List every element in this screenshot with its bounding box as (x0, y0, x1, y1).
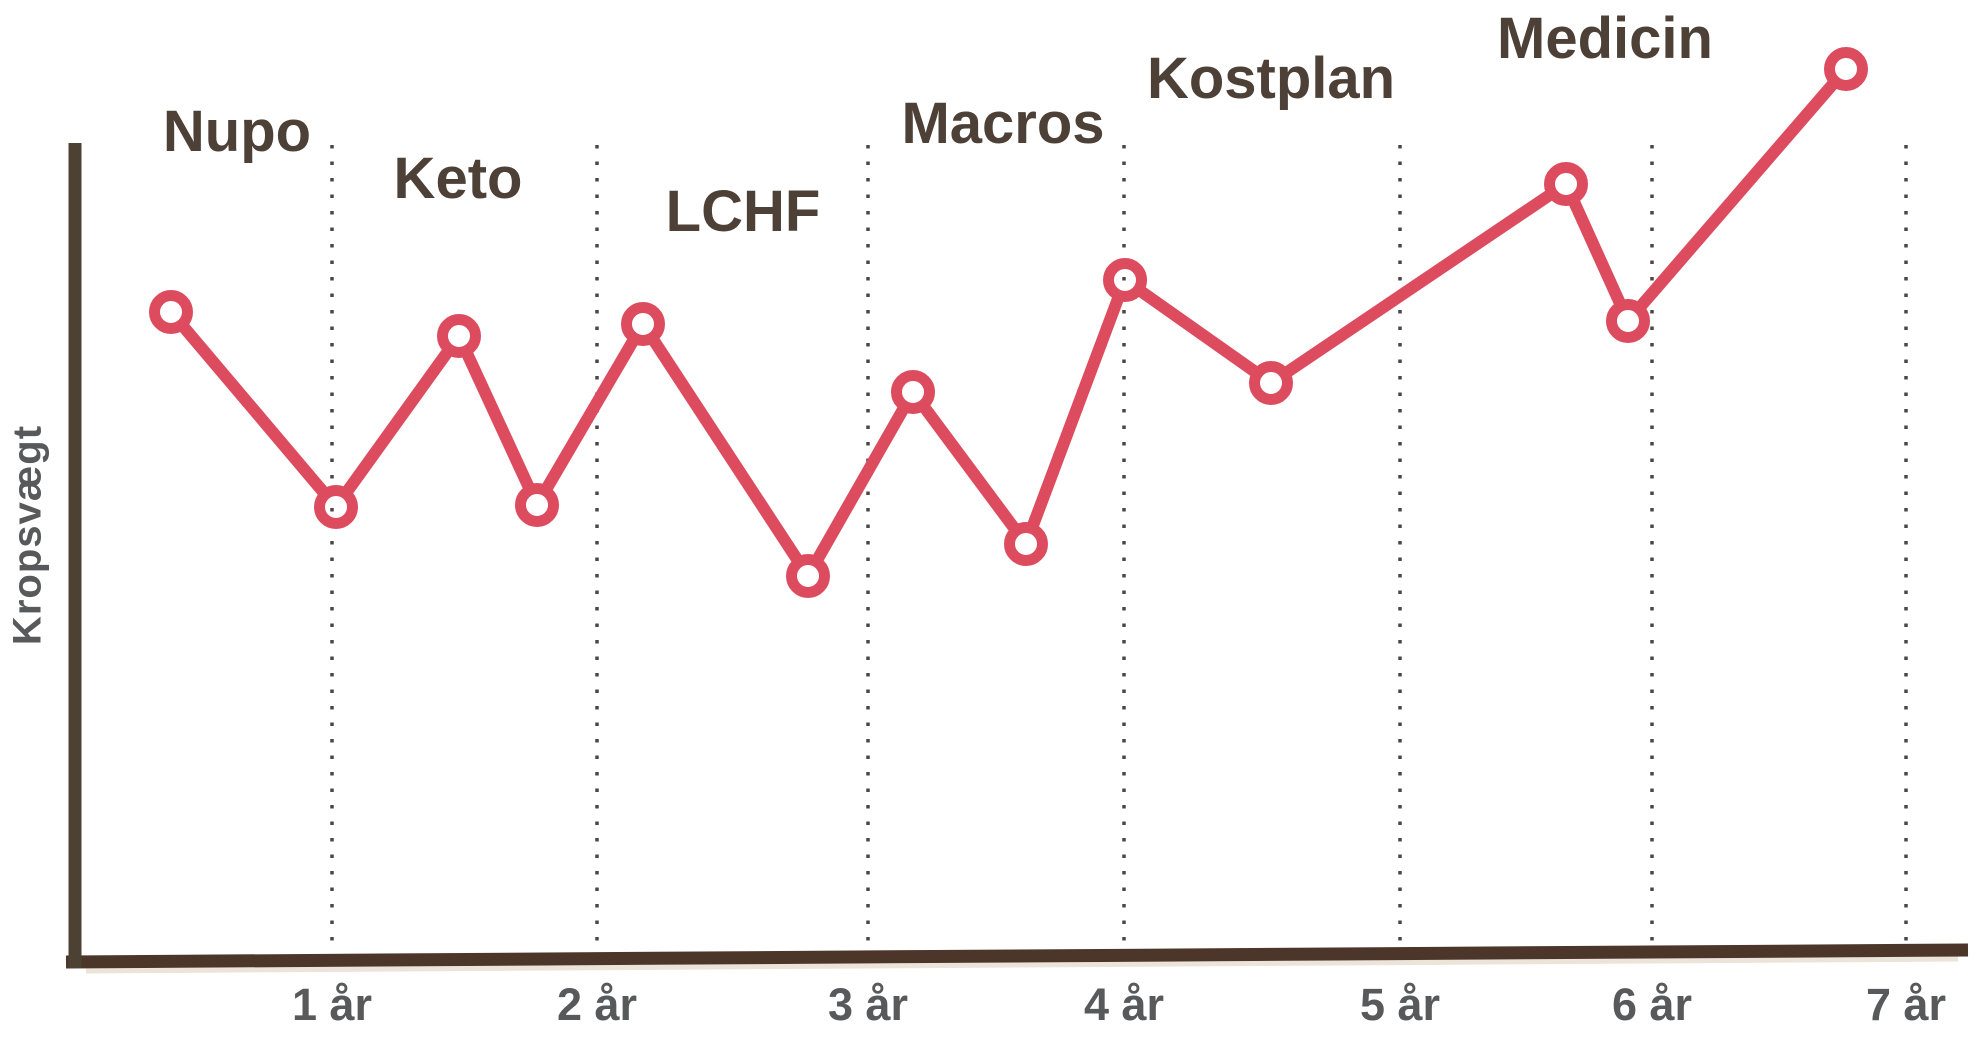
data-point-marker-10 (1249, 361, 1293, 405)
x-tick-4-ar: 4 år (1083, 979, 1165, 1030)
x-tick-1-ar: 1 år (291, 979, 373, 1030)
weight-line-segment-12 (1632, 75, 1842, 315)
x-tick-7-ar: 7 år (1865, 979, 1947, 1030)
phase-label-lchf: LCHF (665, 179, 821, 244)
phase-label-kostplan: Kostplan (1146, 46, 1396, 111)
data-point-marker-1 (149, 290, 193, 334)
data-point-marker-12 (1606, 299, 1650, 343)
y-axis-title: Kropsvægt (5, 424, 50, 646)
weight-line-segment-9 (1132, 283, 1264, 380)
weight-line-segment-10 (1279, 186, 1558, 381)
x-tick-5-ar: 5 år (1359, 979, 1441, 1030)
phase-label-keto: Keto (393, 146, 523, 211)
weight-line-segment-4 (538, 333, 642, 496)
phase-label-nupo: Nupo (162, 99, 312, 164)
weight-line-segment-3 (459, 346, 537, 495)
weight-line-segment-1 (175, 318, 332, 501)
data-point-marker-6 (786, 554, 830, 598)
data-point-marker-2 (314, 485, 358, 529)
weight-line-segment-2 (339, 343, 456, 500)
data-point-marker-7 (891, 370, 935, 414)
phase-label-medicin: Medicin (1497, 6, 1713, 71)
weight-line-segment-11 (1566, 194, 1628, 311)
x-tick-2-ar: 2 år (556, 979, 638, 1030)
weight-line-segment-5 (645, 332, 806, 568)
data-point-marker-8 (1004, 522, 1048, 566)
data-point-marker-9 (1103, 258, 1147, 302)
data-point-marker-11 (1544, 162, 1588, 206)
weight-line-segment-6 (809, 401, 912, 567)
x-axis-shadow (85, 956, 1959, 974)
weight-line-segment-7 (916, 399, 1023, 537)
weight-line-segment-8 (1025, 291, 1126, 533)
phase-label-macros: Macros (901, 91, 1105, 156)
data-point-marker-13 (1824, 47, 1868, 91)
x-axis-line (65, 943, 1969, 969)
x-tick-6-ar: 6 år (1611, 979, 1693, 1030)
x-tick-3-ar: 3 år (827, 979, 909, 1030)
data-point-marker-5 (621, 302, 665, 346)
data-point-marker-4 (515, 483, 559, 527)
data-point-marker-3 (437, 314, 481, 358)
